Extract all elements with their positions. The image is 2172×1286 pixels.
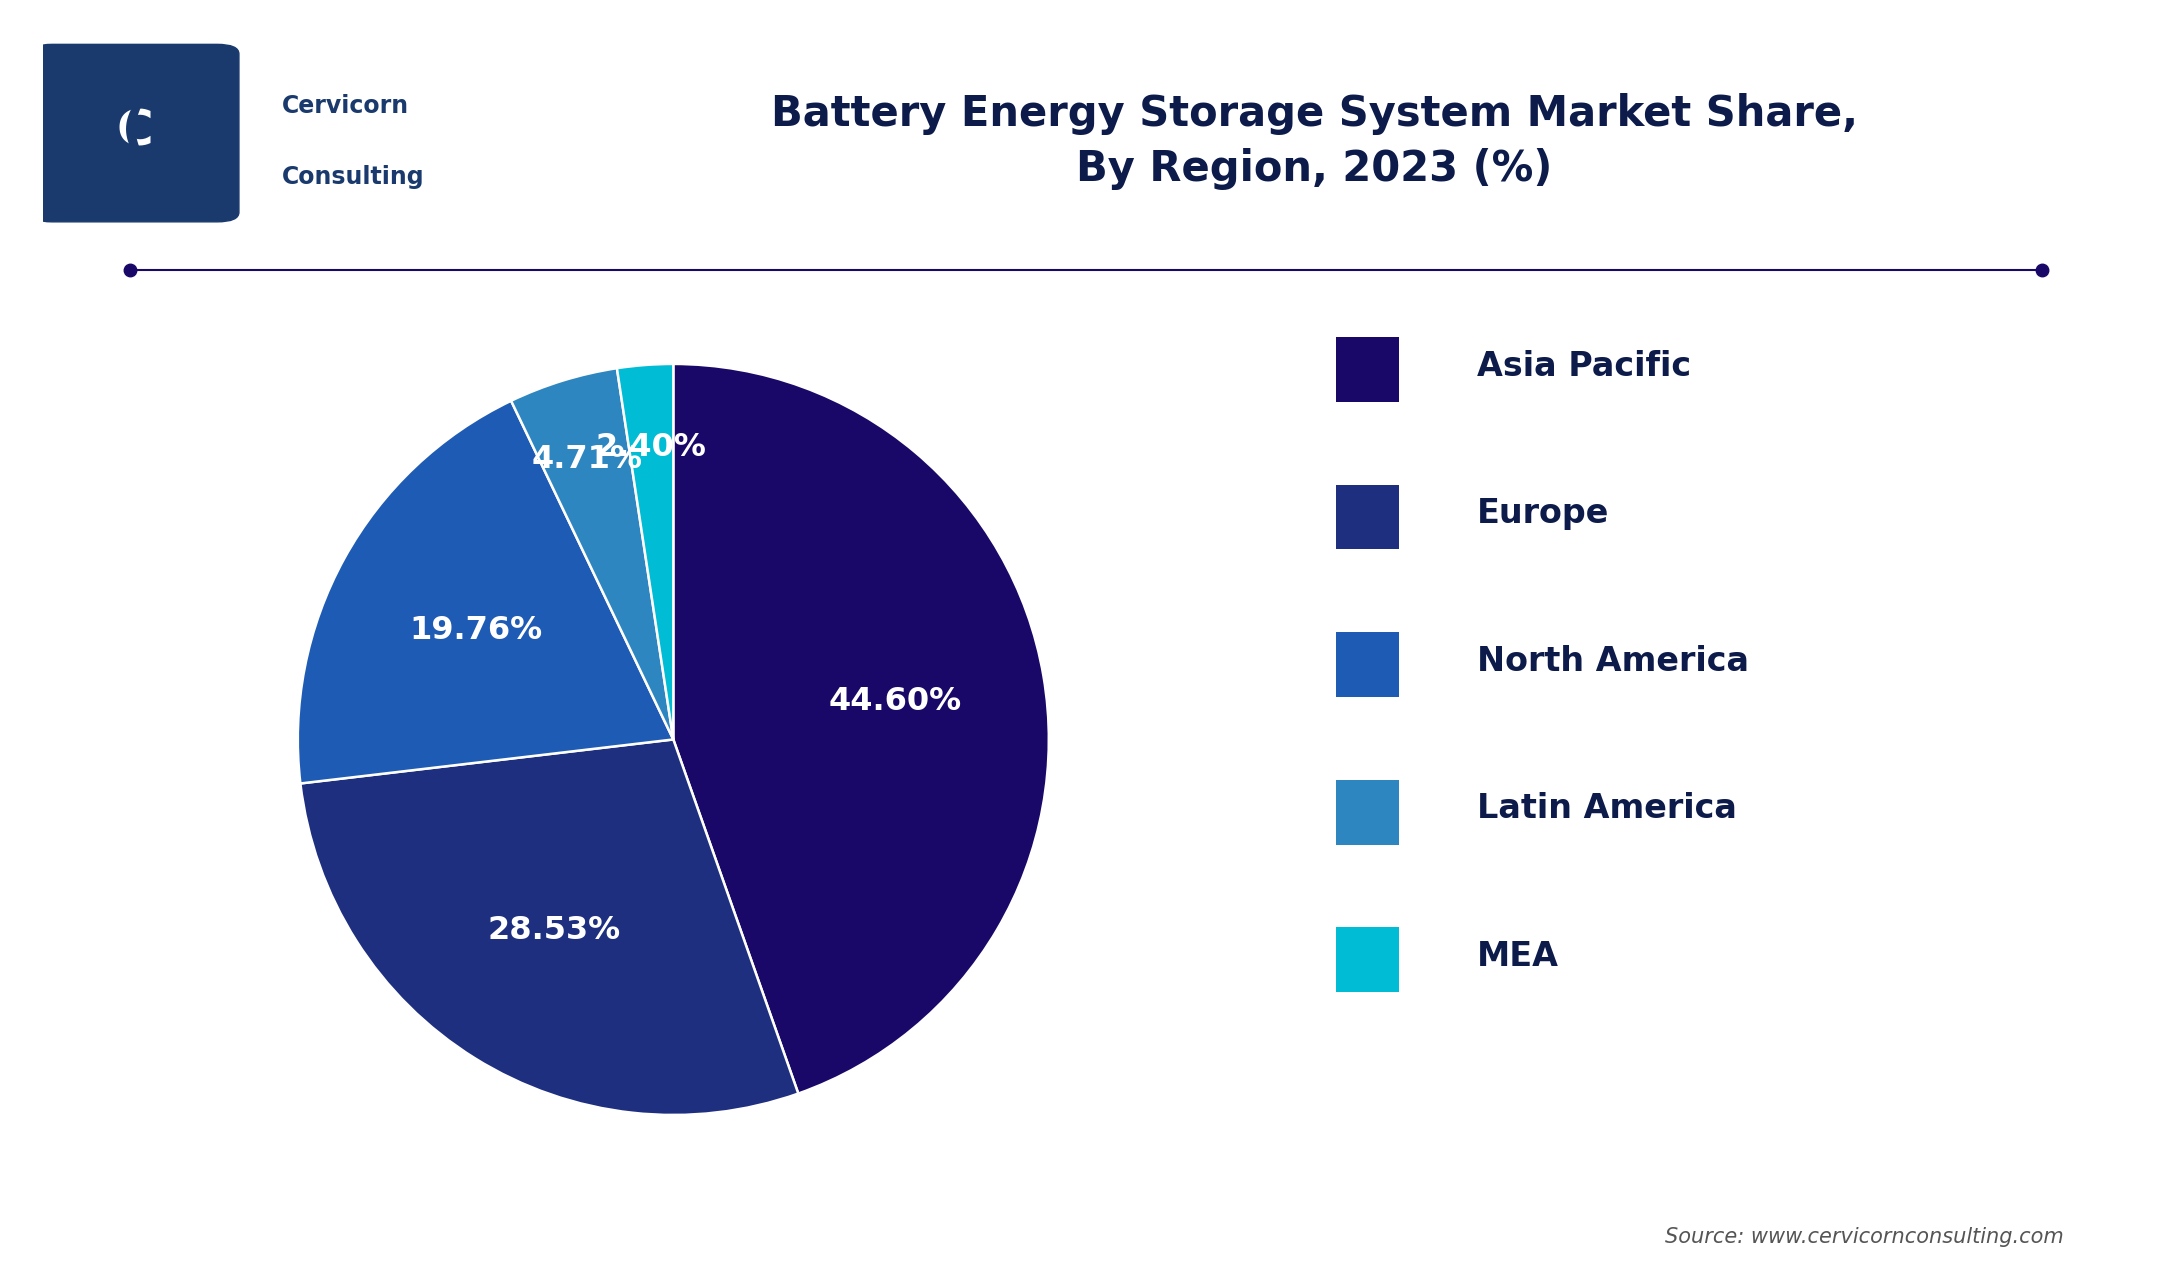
Bar — [1336, 337, 1399, 401]
Bar — [1336, 927, 1399, 993]
Text: Source: www.cervicornconsulting.com: Source: www.cervicornconsulting.com — [1664, 1227, 2063, 1247]
Text: North America: North America — [1477, 644, 1748, 678]
Text: (: ( — [122, 103, 148, 159]
Text: Battery Energy Storage System Market Share,
By Region, 2023 (%): Battery Energy Storage System Market Sha… — [771, 93, 1857, 190]
Text: Asia Pacific: Asia Pacific — [1477, 350, 1690, 383]
Wedge shape — [673, 364, 1049, 1093]
Text: 19.76%: 19.76% — [408, 615, 543, 647]
Bar — [1336, 633, 1399, 697]
Bar — [1336, 779, 1399, 845]
Wedge shape — [617, 364, 673, 739]
Text: Europe: Europe — [1477, 498, 1609, 530]
Text: 2.40%: 2.40% — [595, 432, 706, 463]
Text: 4.71%: 4.71% — [532, 444, 643, 475]
FancyBboxPatch shape — [30, 44, 239, 221]
Text: 28.53%: 28.53% — [489, 916, 621, 946]
Wedge shape — [298, 401, 673, 783]
Bar — [1336, 485, 1399, 549]
Text: 44.60%: 44.60% — [830, 685, 962, 716]
Wedge shape — [300, 739, 799, 1115]
Text: C: C — [117, 107, 152, 156]
Text: Consulting: Consulting — [282, 166, 426, 189]
Text: Cervicorn: Cervicorn — [282, 94, 411, 118]
Text: MEA: MEA — [1477, 940, 1559, 974]
Wedge shape — [510, 368, 673, 739]
Text: Latin America: Latin America — [1477, 792, 1735, 826]
